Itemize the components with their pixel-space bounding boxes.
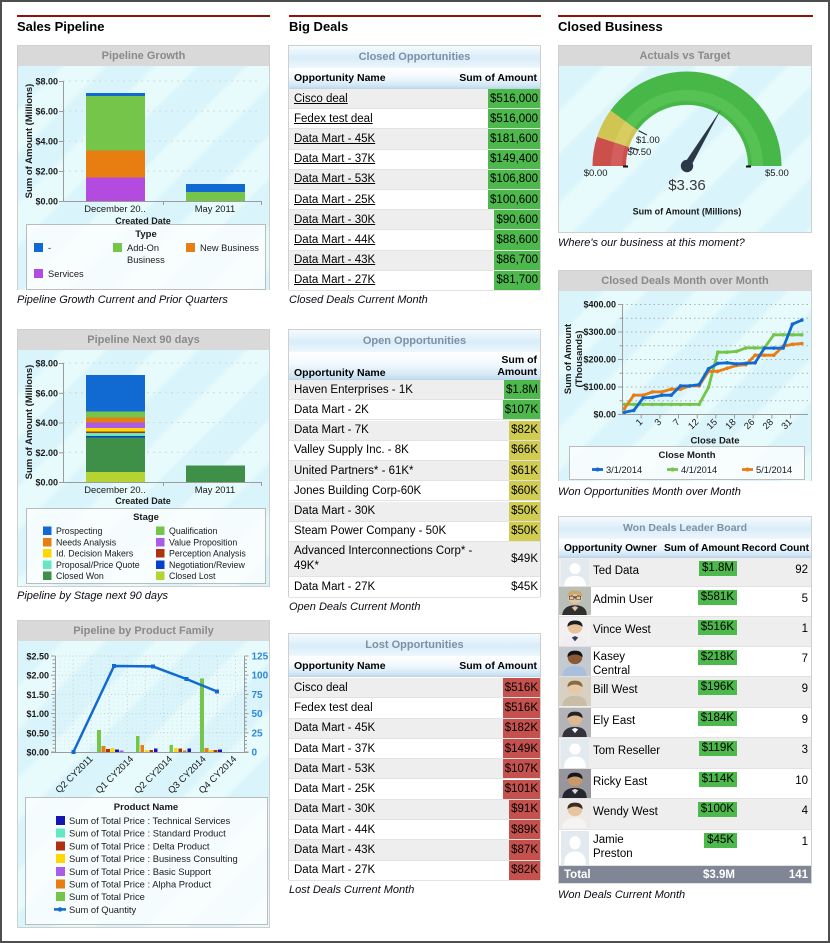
svg-text:$200.00: $200.00 [583, 355, 616, 365]
svg-text:Sum of Amount (Millions): Sum of Amount (Millions) [633, 207, 742, 217]
svg-text:Created Date: Created Date [115, 496, 171, 506]
svg-text:$0.00: $0.00 [593, 410, 616, 420]
svg-text:$2.00: $2.00 [35, 448, 58, 458]
svg-text:$2.00: $2.00 [26, 671, 49, 681]
svg-text:4/1/2014: 4/1/2014 [681, 465, 717, 475]
svg-text:$1.00: $1.00 [636, 135, 660, 146]
svg-text:$0.50: $0.50 [628, 147, 652, 158]
svg-text:Product Name: Product Name [114, 802, 178, 813]
svg-text:Qualification: Qualification [169, 526, 218, 536]
svg-text:31: 31 [779, 416, 794, 431]
svg-text:28: 28 [760, 416, 775, 431]
svg-text:May 2011: May 2011 [195, 203, 235, 214]
svg-text:5/1/2014: 5/1/2014 [756, 465, 792, 475]
svg-text:25: 25 [252, 728, 264, 739]
svg-text:Sum of Total Price : Alpha Pro: Sum of Total Price : Alpha Product [69, 879, 211, 890]
svg-text:$4.00: $4.00 [35, 137, 58, 147]
svg-text:Id. Decision Makers: Id. Decision Makers [56, 549, 134, 559]
svg-text:50: 50 [252, 709, 264, 720]
svg-text:Value Proposition: Value Proposition [169, 537, 237, 547]
svg-text:Services: Services [48, 269, 84, 279]
svg-text:Created Date: Created Date [115, 216, 171, 226]
svg-text:Q2 CY2011: Q2 CY2011 [53, 753, 95, 795]
svg-text:Sum of Amount: Sum of Amount [563, 323, 574, 394]
svg-text:Sum of Amount (Millions): Sum of Amount (Millions) [24, 365, 35, 480]
svg-text:$1.00: $1.00 [26, 709, 49, 719]
svg-text:18: 18 [723, 416, 738, 431]
svg-text:$3.36: $3.36 [668, 177, 706, 194]
svg-text:$300.00: $300.00 [583, 327, 616, 337]
svg-text:Sum of Quantity: Sum of Quantity [69, 904, 137, 915]
svg-text:Business: Business [127, 255, 165, 265]
svg-text:0: 0 [252, 748, 258, 759]
svg-text:$0.00: $0.00 [35, 197, 58, 207]
svg-text:$2.00: $2.00 [35, 167, 58, 177]
svg-text:Perception Analysis: Perception Analysis [169, 549, 246, 559]
svg-text:$2.50: $2.50 [26, 652, 49, 662]
svg-text:Prospecting: Prospecting [56, 526, 103, 536]
svg-text:(Thousands): (Thousands) [574, 331, 585, 388]
svg-text:New Business: New Business [200, 243, 259, 253]
svg-text:Needs Analysis: Needs Analysis [56, 537, 117, 547]
svg-text:$0.00: $0.00 [26, 748, 49, 758]
svg-text:100: 100 [252, 671, 269, 682]
svg-text:Sum of Total Price: Sum of Total Price [69, 891, 145, 902]
svg-text:Close Month: Close Month [659, 450, 716, 461]
svg-text:Stage: Stage [133, 512, 159, 523]
svg-text:$0.00: $0.00 [35, 478, 58, 488]
svg-text:May 2011: May 2011 [195, 484, 235, 495]
svg-text:Sum of Total Price : Technical: Sum of Total Price : Technical Services [69, 815, 230, 826]
svg-text:3: 3 [652, 416, 663, 427]
svg-text:Close Date: Close Date [690, 436, 739, 447]
svg-text:December 20..: December 20.. [84, 203, 146, 214]
svg-text:December 20..: December 20.. [84, 484, 146, 495]
svg-text:Closed Won: Closed Won [56, 571, 104, 581]
svg-text:$8.00: $8.00 [35, 77, 58, 87]
svg-text:1: 1 [633, 416, 644, 427]
svg-text:12: 12 [685, 416, 700, 431]
svg-text:Closed Lost: Closed Lost [169, 571, 216, 581]
svg-text:Q1 CY2014: Q1 CY2014 [93, 753, 135, 795]
svg-text:7: 7 [670, 416, 681, 427]
svg-text:26: 26 [741, 416, 756, 431]
svg-text:75: 75 [252, 690, 264, 701]
svg-text:Sum of Total Price : Delta Pro: Sum of Total Price : Delta Product [69, 840, 210, 851]
svg-text:Sum of Total Price : Business: Sum of Total Price : Business Consulting [69, 853, 238, 864]
svg-text:$0.00: $0.00 [584, 168, 608, 179]
svg-text:$400.00: $400.00 [583, 300, 616, 310]
svg-text:$5.00: $5.00 [765, 168, 789, 179]
svg-text:$8.00: $8.00 [35, 359, 58, 369]
svg-text:15: 15 [704, 416, 719, 431]
svg-text:Proposal/Price Quote: Proposal/Price Quote [56, 560, 140, 570]
svg-text:125: 125 [252, 652, 269, 663]
svg-text:Sum of Total Price : Standard: Sum of Total Price : Standard Product [69, 828, 226, 839]
svg-text:-: - [48, 243, 51, 253]
svg-text:Type: Type [135, 229, 156, 240]
svg-text:$100.00: $100.00 [583, 382, 616, 392]
svg-text:$0.50: $0.50 [26, 728, 49, 738]
svg-text:$4.00: $4.00 [35, 418, 58, 428]
svg-text:Sum of Amount (Millions): Sum of Amount (Millions) [24, 84, 35, 199]
svg-text:$1.50: $1.50 [26, 690, 49, 700]
svg-text:$6.00: $6.00 [35, 388, 58, 398]
svg-text:Negotiation/Review: Negotiation/Review [169, 560, 245, 570]
svg-text:Add-On: Add-On [127, 243, 159, 253]
svg-text:3/1/2014: 3/1/2014 [606, 465, 642, 475]
svg-text:$6.00: $6.00 [35, 107, 58, 117]
svg-text:Sum of Total Price : Basic Sup: Sum of Total Price : Basic Support [69, 866, 211, 877]
